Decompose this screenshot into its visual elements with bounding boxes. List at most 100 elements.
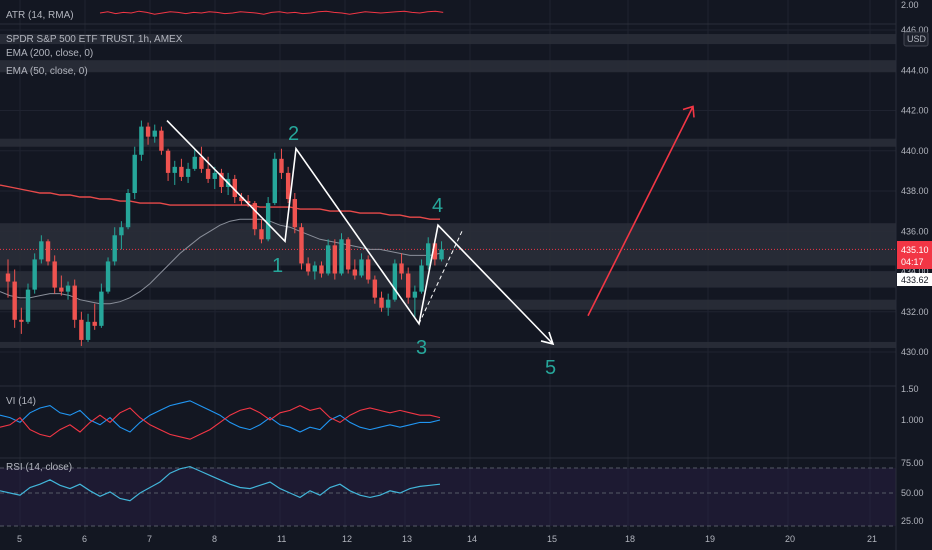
symbol-legend[interactable]: SPDR S&P 500 ETF TRUST, 1h, AMEX xyxy=(6,34,183,45)
time-tick: 6 xyxy=(82,534,87,544)
price-tick: 446.00 xyxy=(901,25,929,35)
candle-body xyxy=(199,156,204,169)
rsi-legend[interactable]: RSI (14, close) xyxy=(6,462,72,473)
price-tick: 430.00 xyxy=(901,347,929,357)
atr-tick-1-5: 1.50 xyxy=(901,384,919,394)
ema200-line xyxy=(0,184,440,220)
candle-body xyxy=(239,197,244,202)
candle-body xyxy=(39,241,44,260)
rsi-band xyxy=(0,468,896,526)
price-tick: 444.00 xyxy=(901,65,929,75)
candle-body xyxy=(119,227,124,236)
candle-body xyxy=(312,265,318,272)
candle-body xyxy=(372,279,378,298)
candle-body xyxy=(285,172,291,200)
candle-body xyxy=(252,203,257,230)
candle-body xyxy=(112,235,117,262)
price-zone xyxy=(0,271,896,288)
candle-body xyxy=(65,285,71,292)
time-tick: 13 xyxy=(402,534,412,544)
rsi-tick-50: 50.00 xyxy=(901,488,924,498)
candle-body xyxy=(245,201,251,204)
currency-badge[interactable] xyxy=(903,31,929,47)
elliott-wave-drawing[interactable]: 1 2 3 4 5 xyxy=(166,105,695,379)
candle-body xyxy=(325,245,331,274)
price-tick: 440.00 xyxy=(901,146,929,156)
atr-legend[interactable]: ATR (14, RMA) xyxy=(6,10,74,21)
time-axis-ticks[interactable]: 5 6 7 8 11 12 13 14 15 18 19 20 21 xyxy=(17,534,877,544)
pane-separators xyxy=(0,23,932,527)
candle-body xyxy=(432,243,438,260)
candle-body xyxy=(45,241,51,262)
candle-body xyxy=(145,126,151,137)
horizontal-zones xyxy=(0,34,896,348)
candle-body xyxy=(232,178,237,198)
price-tick: 434.00 xyxy=(901,267,929,277)
candle-body xyxy=(5,273,11,282)
candle-body xyxy=(359,259,364,276)
candle-body xyxy=(259,229,264,240)
candle-body xyxy=(52,261,57,288)
currency-label: USD xyxy=(907,34,927,44)
atr-tick-2: 2.00 xyxy=(901,0,919,10)
time-tick: 15 xyxy=(547,534,557,544)
candle-body xyxy=(192,156,197,169)
candle-body xyxy=(92,321,97,326)
candle-body xyxy=(105,261,111,292)
time-tick: 12 xyxy=(342,534,352,544)
vi-tick-1: 1.000 xyxy=(901,415,924,425)
price-zone xyxy=(0,299,896,310)
bar-countdown: 04:17 xyxy=(901,257,924,267)
candle-body xyxy=(379,297,384,308)
ema200-legend[interactable]: EMA (200, close, 0) xyxy=(6,48,93,59)
price-tick: 438.00 xyxy=(901,186,929,196)
candle-body xyxy=(25,289,31,322)
projection-arrow[interactable] xyxy=(587,106,694,317)
candle-body xyxy=(265,203,271,240)
rsi-tick-25: 25.00 xyxy=(901,516,924,526)
time-tick: 5 xyxy=(17,534,22,544)
candle-body xyxy=(172,166,177,173)
time-tick: 7 xyxy=(147,534,152,544)
candle-body xyxy=(32,259,37,290)
vi-plus-line xyxy=(0,400,441,433)
price-zone xyxy=(0,341,896,348)
candle-body xyxy=(365,259,371,280)
candle-body xyxy=(305,263,311,272)
time-tick: 21 xyxy=(867,534,877,544)
indicator-lines xyxy=(0,10,444,502)
candle-body xyxy=(279,158,284,173)
wave-path[interactable] xyxy=(166,120,554,345)
candle-body xyxy=(12,281,17,320)
candlestick-series xyxy=(5,120,444,346)
price-axis-ticks[interactable]: 430.00 432.00 434.00 436.00 438.00 440.00 442.… xyxy=(901,25,929,357)
time-tick: 8 xyxy=(212,534,217,544)
price-tick: 442.00 xyxy=(901,106,929,116)
candle-body xyxy=(219,172,224,187)
candle-body xyxy=(152,130,157,137)
candle-body xyxy=(345,239,351,270)
time-tick: 14 xyxy=(467,534,477,544)
last-price-tag xyxy=(897,241,932,269)
candle-body xyxy=(212,172,217,179)
wave-label-2: 2 xyxy=(288,123,299,145)
level-price-tag xyxy=(897,273,932,286)
projection-arrowhead xyxy=(682,105,695,118)
candle-body xyxy=(125,193,131,228)
wave-label-3: 3 xyxy=(416,337,427,359)
time-tick: 20 xyxy=(785,534,795,544)
candle-body xyxy=(339,239,344,274)
candle-body xyxy=(205,168,211,179)
candle-body xyxy=(399,263,404,274)
atr-line xyxy=(99,10,444,15)
last-price-value: 435.10 xyxy=(901,245,929,255)
price-zone xyxy=(0,223,896,266)
vi-legend[interactable]: VI (14) xyxy=(6,396,36,407)
ema50-legend[interactable]: EMA (50, close, 0) xyxy=(6,66,88,77)
rsi-line xyxy=(0,465,441,502)
price-zone xyxy=(0,34,896,45)
candle-body xyxy=(385,299,391,308)
wave-label-4: 4 xyxy=(432,195,443,217)
price-zone xyxy=(0,138,896,147)
